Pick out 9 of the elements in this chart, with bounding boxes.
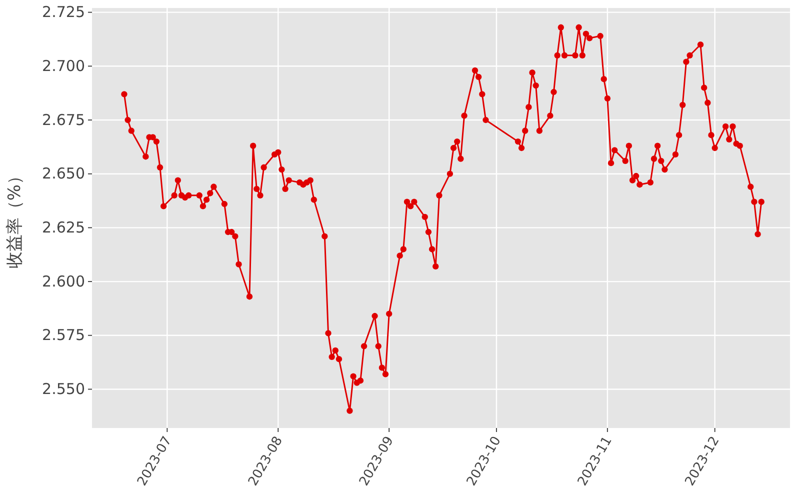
y-axis-title: 收益率（%） [5, 167, 25, 269]
y-tick-label: 2.575 [42, 326, 85, 344]
y-tick-label: 2.700 [42, 56, 85, 75]
y-tick-label: 2.675 [42, 110, 85, 129]
y-tick-label: 2.725 [42, 3, 85, 22]
y-tick-label: 2.600 [42, 272, 85, 290]
y-tick-label: 2.550 [42, 380, 85, 398]
y-tick-label: 2.625 [42, 218, 85, 236]
y-tick-label: 2.650 [42, 164, 85, 183]
